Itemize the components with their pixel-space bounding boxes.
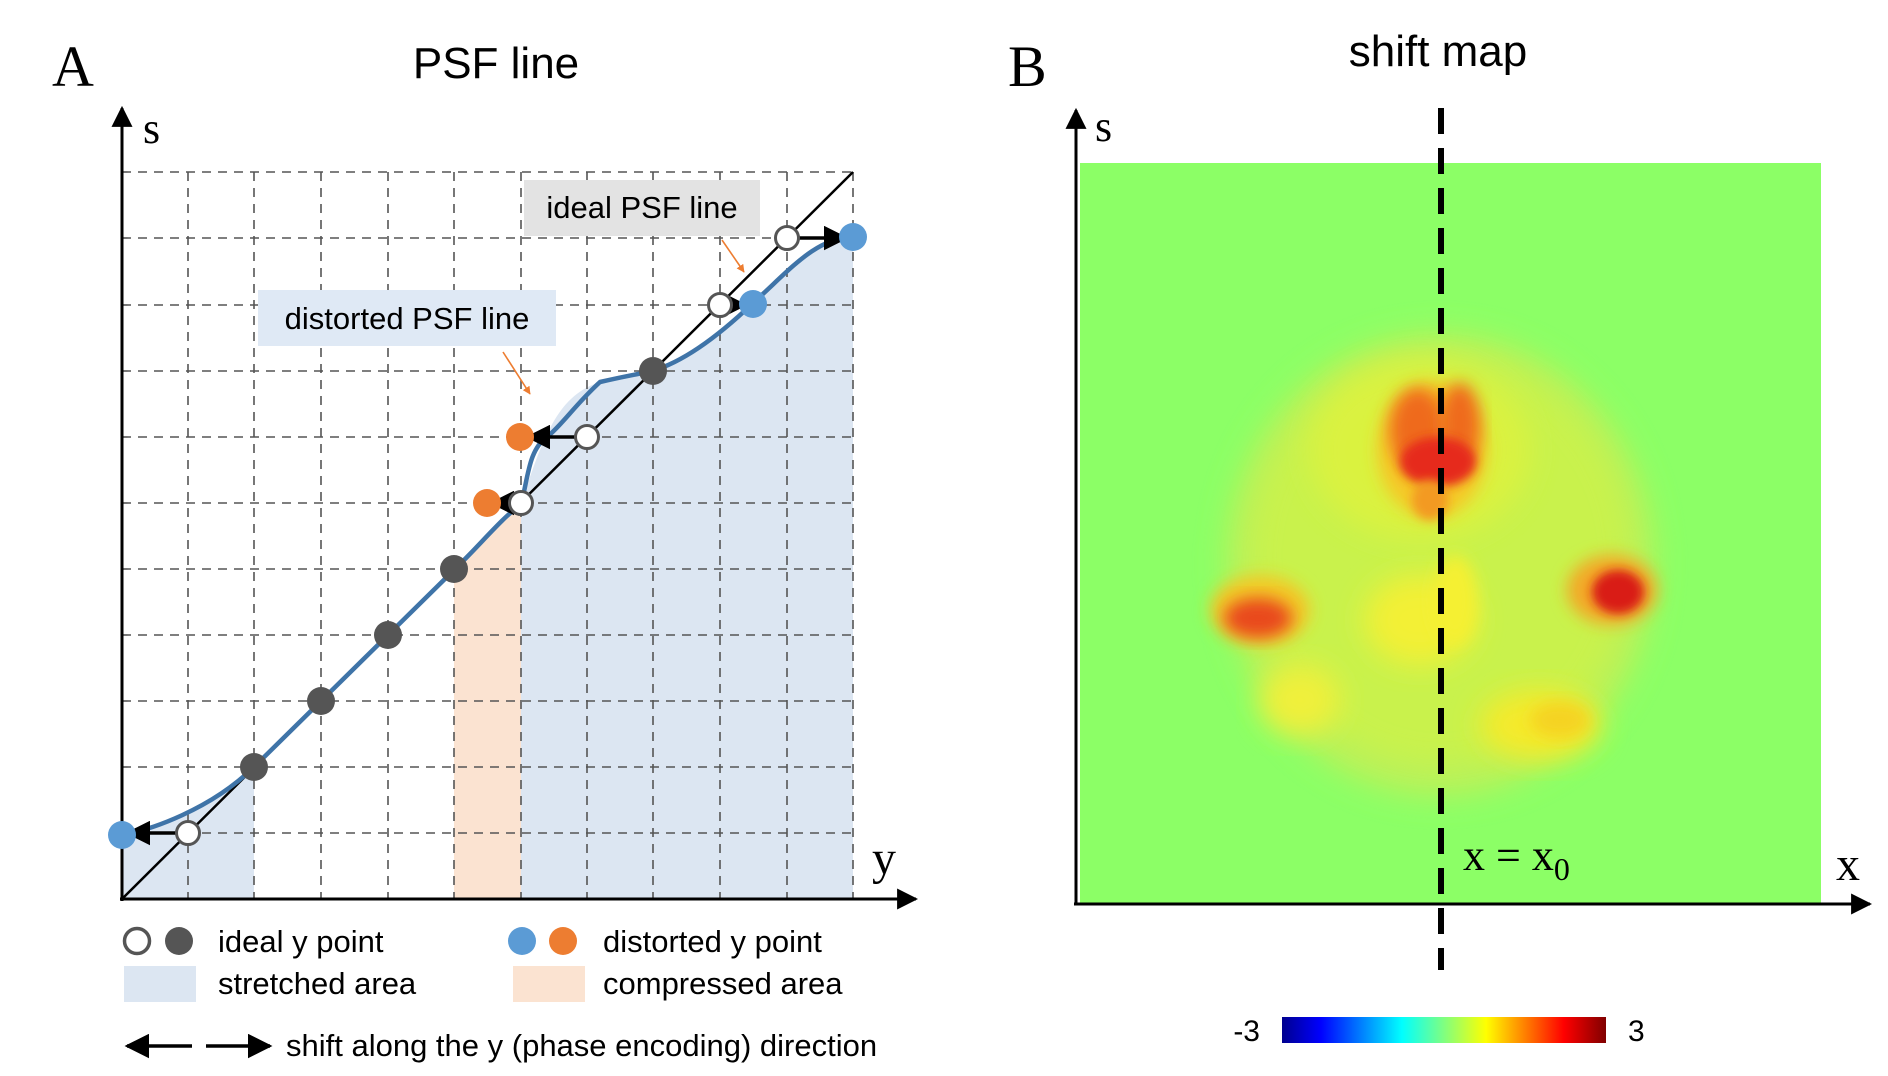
legend-compressed-swatch (513, 966, 585, 1002)
ideal-filled-points (240, 357, 667, 781)
panel-a-letter: A (52, 34, 94, 99)
legend-stretched-swatch (124, 966, 196, 1002)
legend-ideal-filled (165, 927, 193, 955)
ideal-callout-arrow (721, 239, 745, 273)
legend-distorted-orange (549, 927, 577, 955)
distorted-callout-arrow (502, 351, 531, 395)
panel-a: A PSF line (52, 34, 919, 1063)
x0-label: x = x0 (1463, 831, 1570, 887)
distorted-callout-box (258, 290, 556, 346)
legend-ideal-open (122, 926, 152, 956)
colorbar (1282, 1017, 1606, 1043)
ideal-callout-text: ideal PSF line (546, 190, 737, 225)
legend-ideal-label: ideal y point (218, 924, 384, 959)
legend-distorted-label: distorted y point (603, 924, 822, 959)
distorted-callout-text: distorted PSF line (285, 301, 530, 336)
panel-b-letter: B (1008, 34, 1047, 99)
panel-b-title: shift map (1349, 27, 1528, 76)
panel-a-title: PSF line (413, 39, 579, 88)
legend-compressed-label: compressed area (603, 966, 843, 1001)
x-axis-b-label: x (1836, 838, 1860, 891)
legend-shift-label: shift along the y (phase encoding) direc… (286, 1028, 877, 1063)
panel-b: B shift map (1008, 27, 1873, 1048)
compressed-area (454, 504, 521, 899)
ideal-callout-box (524, 180, 760, 236)
x0-label-main: x = x (1463, 831, 1554, 880)
distorted-points (108, 223, 867, 849)
legend-distorted-blue (508, 927, 536, 955)
colorbar-max: 3 (1628, 1015, 1645, 1048)
legend-stretched-label: stretched area (218, 966, 417, 1001)
stretched-area-right (521, 237, 853, 899)
legend: ideal y point distorted y point stretche… (122, 924, 877, 1063)
ideal-open-points (175, 225, 800, 846)
colorbar-min: -3 (1233, 1015, 1260, 1048)
s-axis-label: s (143, 104, 160, 153)
y-axis-label: y (872, 832, 896, 885)
s-axis-b-label: s (1095, 102, 1112, 151)
shift-map-image (1080, 163, 1821, 904)
x0-label-sub: 0 (1554, 851, 1570, 887)
